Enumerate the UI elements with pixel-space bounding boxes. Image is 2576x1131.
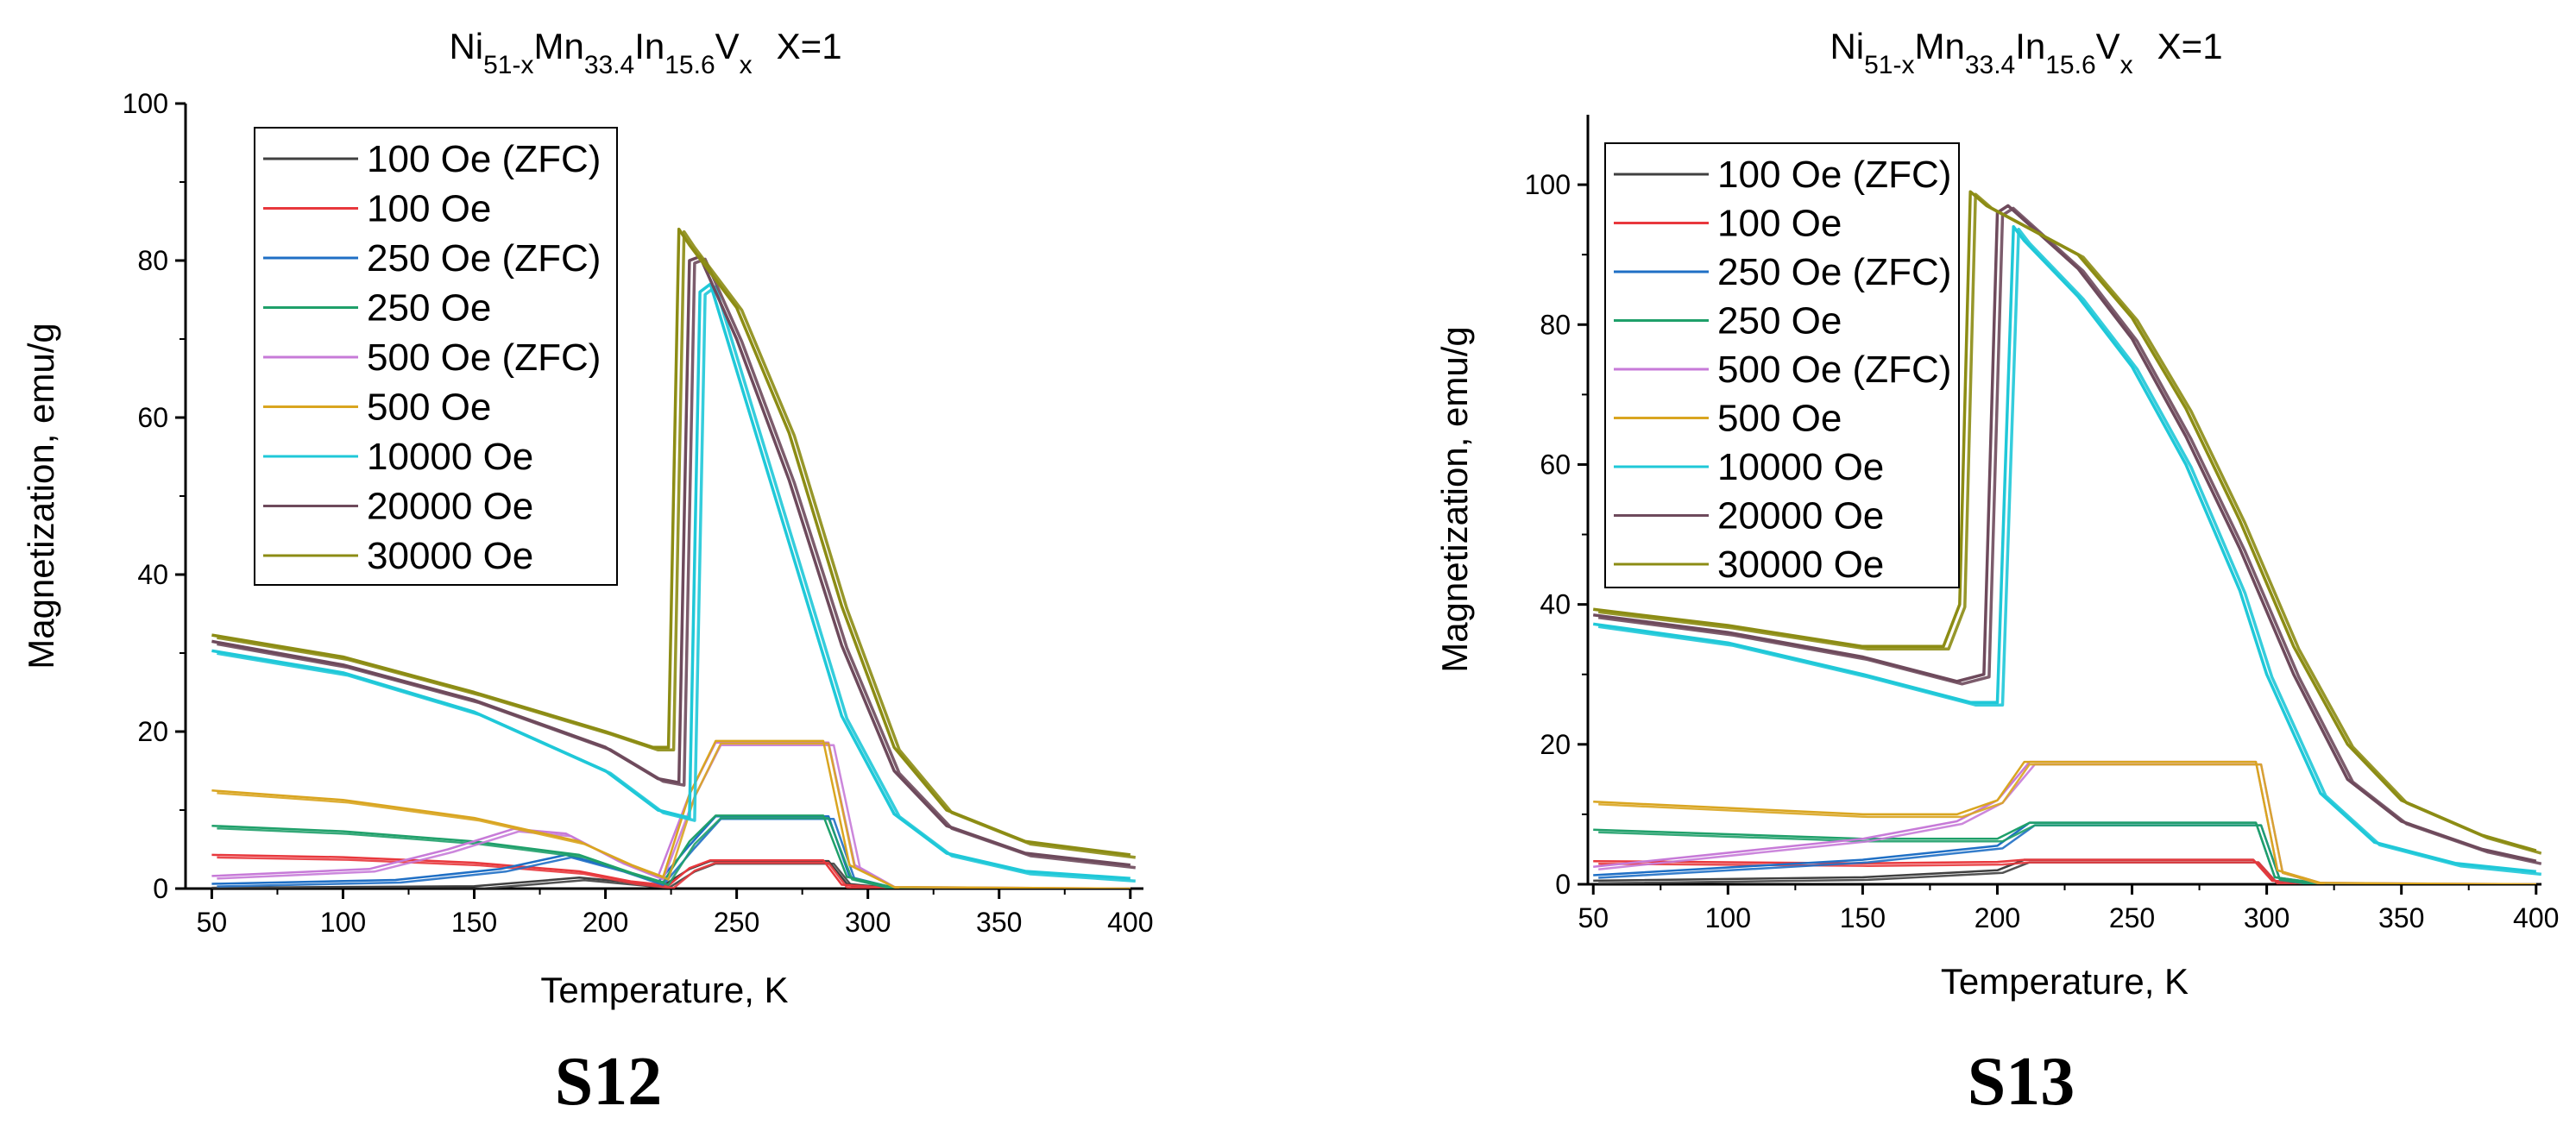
y-tick-label: 20	[1540, 729, 1571, 760]
series-line-return	[217, 856, 884, 889]
y-tick-label: 0	[1555, 869, 1571, 900]
y-tick-label: 80	[137, 245, 168, 276]
y-axis-label: Magnetization, emu/g	[1434, 326, 1475, 673]
legend-label: 500 Oe (ZFC)	[367, 336, 601, 379]
legend: 100 Oe (ZFC) 100 Oe 250 Oe (ZFC) 250 Oe 500 …	[254, 127, 618, 586]
x-tick-label: 50	[197, 907, 228, 938]
chart-panel-s12: Ni51-xMn33.4In15.6Vx X=150 100 150 200 250 300…	[21, 26, 1153, 1120]
y-axis-label: Magnetization, emu/g	[21, 323, 61, 669]
y-tick-label: 40	[1540, 589, 1571, 620]
series-line-return	[1597, 206, 2541, 865]
legend-label: 250 Oe (ZFC)	[367, 237, 601, 280]
legend-label: 20000 Oe	[1717, 495, 1884, 537]
y-tick-label: 40	[137, 559, 168, 590]
y-tick-label: 0	[153, 873, 168, 904]
panel-label: S12	[555, 1044, 663, 1120]
x-tick-label: 100	[320, 907, 366, 938]
panel-label: S13	[1968, 1044, 2075, 1120]
series-line-return	[1598, 763, 2326, 884]
series-line-return	[1597, 192, 2541, 855]
x-tick-label: 50	[1578, 902, 1609, 933]
series-line-250-oe	[1593, 821, 2536, 884]
x-tick-label: 300	[2244, 902, 2289, 933]
legend-box	[1604, 142, 1960, 588]
x-tick-label: 250	[714, 907, 759, 938]
legend-label: 250 Oe	[1717, 300, 1842, 342]
series-line-250-oe-zfc	[1593, 821, 2536, 884]
legend-label: 10000 Oe	[1717, 446, 1884, 488]
series-line-return	[217, 817, 897, 889]
series-line-return	[217, 742, 906, 889]
x-tick-label: 200	[1975, 902, 2020, 933]
y-tick-label: 60	[137, 402, 168, 433]
series-group	[211, 227, 1137, 889]
y-tick-label: 100	[1525, 169, 1571, 200]
x-tick-label: 400	[1107, 907, 1153, 938]
y-tick-label: 20	[137, 716, 168, 747]
x-tick-label: 200	[583, 907, 628, 938]
series-line-30000-oe	[1592, 190, 2537, 852]
legend-label: 100 Oe	[1717, 203, 1842, 245]
x-axis-label: Temperature, K	[540, 970, 788, 1010]
chart-panel-s13: Ni51-xMn33.4In15.6Vx X=150 100 150 200 250 300…	[1434, 26, 2559, 1120]
legend-label: 500 Oe	[367, 386, 491, 429]
legend-label: 30000 Oe	[1717, 544, 1884, 586]
x-tick-label: 400	[2513, 902, 2559, 933]
series-line-100-oe	[211, 853, 1131, 889]
x-tick-label: 100	[1705, 902, 1751, 933]
series-line-return	[217, 285, 1136, 883]
series-line-return	[1598, 861, 2308, 884]
legend-label: 250 Oe	[367, 287, 491, 330]
series-line-return	[1597, 227, 2541, 877]
legend-label: 100 Oe (ZFC)	[1717, 154, 1951, 196]
y-tick-label: 80	[1540, 309, 1571, 340]
chart-title: Ni51-xMn33.4In15.6Vx X=1	[449, 26, 841, 79]
legend-label: 10000 Oe	[367, 436, 533, 478]
series-line-return	[217, 229, 1137, 859]
series-line-250-oe	[211, 814, 1131, 889]
legend-label: 100 Oe (ZFC)	[367, 138, 601, 180]
chart-title: Ni51-xMn33.4In15.6Vx X=1	[1830, 26, 2222, 79]
series-line-return	[217, 744, 906, 889]
x-tick-label: 150	[1840, 902, 1886, 933]
y-tick-label: 60	[1540, 449, 1571, 480]
x-tick-label: 350	[2378, 902, 2424, 933]
legend: 100 Oe (ZFC) 100 Oe 250 Oe (ZFC) 250 Oe 500 …	[1604, 142, 1960, 588]
x-tick-label: 250	[2109, 902, 2155, 933]
x-tick-label: 350	[976, 907, 1022, 938]
series-line-return	[1598, 824, 2321, 884]
legend-label: 30000 Oe	[367, 535, 533, 577]
legend-label: 20000 Oe	[367, 486, 533, 528]
legend-label: 250 Oe (ZFC)	[1717, 251, 1951, 293]
y-tick-label: 100	[123, 88, 168, 119]
series-group	[1592, 190, 2541, 884]
x-axis-label: Temperature, K	[1941, 961, 2189, 1002]
legend-label: 500 Oe	[1717, 398, 1842, 440]
x-tick-label: 150	[451, 907, 497, 938]
legend-label: 500 Oe (ZFC)	[1717, 349, 1951, 391]
legend-label: 100 Oe	[367, 188, 491, 230]
x-tick-label: 300	[845, 907, 891, 938]
